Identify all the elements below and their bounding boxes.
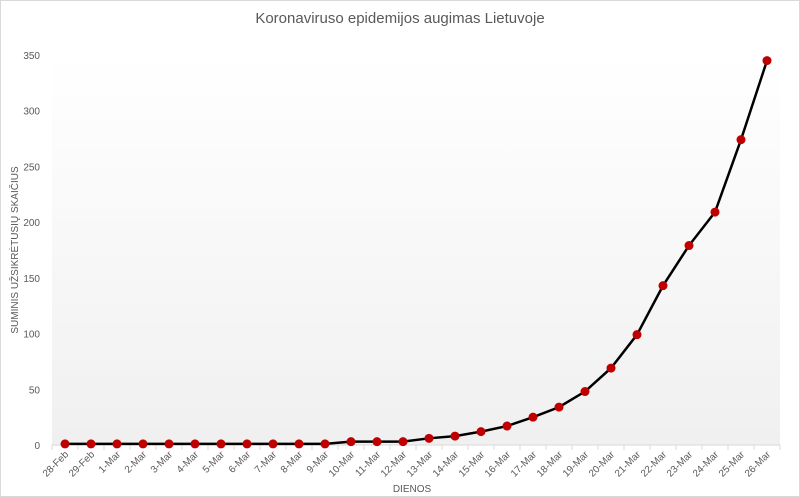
plot-area (52, 55, 780, 445)
x-axis-label: DIENOS (393, 484, 432, 495)
data-point (502, 421, 512, 431)
x-tick-label: 11-Mar (353, 449, 383, 479)
x-tick-label: 4-Mar (175, 449, 202, 476)
x-tick-label: 21-Mar (613, 449, 644, 480)
data-point (372, 437, 382, 447)
x-tick-label: 16-Mar (483, 449, 514, 480)
x-tick-label: 19-Mar (561, 449, 592, 480)
data-point (424, 433, 434, 443)
data-point (190, 439, 200, 449)
x-tick-label: 8-Mar (279, 449, 306, 476)
x-tick-label: 17-Mar (509, 449, 540, 480)
x-tick-label: 5-Mar (201, 449, 228, 476)
x-tick-label: 3-Mar (149, 449, 176, 476)
x-tick-label: 12-Mar (379, 449, 410, 480)
y-tick-label: 100 (23, 330, 40, 341)
data-point (658, 281, 668, 291)
x-tick-label: 15-Mar (457, 449, 488, 480)
data-point (450, 431, 460, 441)
data-point (632, 330, 642, 340)
y-axis: 0 50 100 150 200 250 300 350 (23, 51, 40, 452)
data-point (138, 439, 148, 449)
x-tick-label: 29-Feb (67, 449, 97, 479)
x-tick-label: 25-Mar (717, 449, 748, 480)
x-tick-label: 10-Mar (327, 449, 358, 480)
y-tick-label: 300 (23, 107, 40, 118)
y-tick-label: 250 (23, 162, 40, 173)
data-point (476, 427, 486, 437)
data-point (684, 241, 694, 251)
x-tick-label: 6-Mar (227, 449, 254, 476)
data-markers (60, 56, 772, 449)
x-tick-label: 20-Mar (587, 449, 618, 480)
y-tick-label: 350 (23, 51, 40, 62)
y-tick-label: 150 (23, 274, 40, 285)
data-point (606, 363, 616, 373)
data-point (112, 439, 122, 449)
data-point (580, 387, 590, 397)
x-tick-label: 13-Mar (405, 449, 436, 480)
y-tick-label: 200 (23, 218, 40, 229)
data-point (762, 56, 772, 66)
data-point (710, 207, 720, 217)
data-point (268, 439, 278, 449)
data-point (86, 439, 96, 449)
chart-title: Koronaviruso epidemijos augimas Lietuvoj… (255, 10, 545, 27)
y-axis-label: SUMINIS UŽSIKRĖTUSIŲ SKAIČIUS (8, 166, 21, 334)
data-point (528, 412, 538, 422)
data-point (346, 437, 356, 447)
x-tick-label: 7-Mar (253, 449, 280, 476)
data-point (294, 439, 304, 449)
x-tick-label: 14-Mar (431, 449, 462, 480)
data-point (164, 439, 174, 449)
x-tick-label: 28-Feb (41, 449, 71, 479)
x-tick-label: 24-Mar (691, 449, 722, 480)
x-tick-label: 2-Mar (123, 449, 150, 476)
data-point (398, 437, 408, 447)
y-tick-label: 0 (34, 441, 40, 452)
data-point (60, 439, 70, 449)
y-tick-label: 50 (29, 385, 41, 396)
data-line (65, 60, 769, 446)
x-tick-label: 1-Mar (97, 449, 124, 476)
x-tick-label: 18-Mar (535, 449, 566, 480)
data-point (736, 135, 746, 145)
x-tick-label: 23-Mar (665, 449, 696, 480)
data-point (320, 439, 330, 449)
data-point (554, 402, 564, 412)
x-tick-label: 22-Mar (639, 449, 670, 480)
x-tick-label: 26-Mar (743, 449, 774, 480)
data-point (216, 439, 226, 449)
data-point (242, 439, 252, 449)
